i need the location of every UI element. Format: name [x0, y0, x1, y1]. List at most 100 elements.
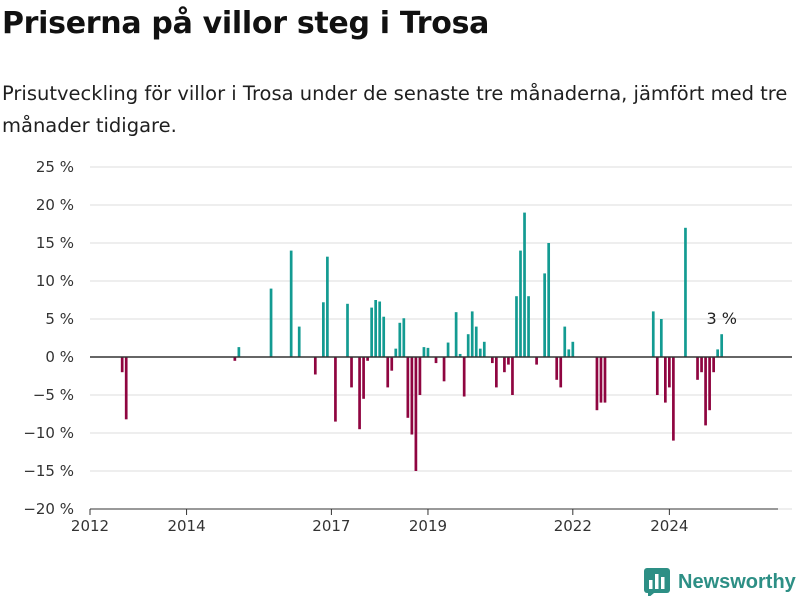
bar — [527, 296, 530, 357]
bar — [668, 357, 671, 388]
bar — [386, 357, 390, 388]
bar — [511, 357, 514, 395]
bar — [422, 347, 426, 357]
bar — [567, 349, 571, 357]
bar — [402, 318, 406, 357]
bar — [237, 347, 241, 357]
bar — [720, 334, 724, 357]
bar — [434, 357, 438, 364]
bar — [233, 357, 237, 361]
bar — [716, 349, 719, 357]
x-tick-label: 2012 — [71, 517, 109, 535]
brand-logo: Newsworthy — [644, 568, 796, 596]
bar — [426, 347, 430, 357]
x-tick-label: 2017 — [312, 517, 350, 535]
bar — [334, 357, 337, 422]
bar — [124, 357, 128, 420]
bar — [712, 357, 715, 373]
bar — [655, 357, 659, 395]
bar — [474, 326, 478, 357]
bar — [289, 250, 293, 357]
bar — [398, 322, 402, 357]
x-axis-labels: 2012 2014 2017 2019 2022 2024 — [71, 509, 688, 535]
bar — [495, 357, 498, 388]
y-tick-label: 25 % — [36, 158, 74, 176]
bar — [543, 273, 546, 357]
bar — [696, 357, 699, 380]
bar — [394, 348, 398, 357]
y-tick-label: −20 % — [23, 500, 74, 518]
bar — [700, 357, 703, 373]
bar — [535, 357, 538, 365]
bar — [462, 357, 466, 397]
bar — [358, 357, 361, 430]
bar — [664, 357, 667, 403]
bar — [346, 303, 349, 357]
bar — [708, 357, 711, 411]
bar — [603, 357, 607, 403]
y-tick-label: 5 % — [45, 310, 74, 328]
bar — [414, 357, 418, 471]
bar — [322, 302, 325, 357]
bar — [313, 357, 317, 375]
axes — [90, 356, 792, 510]
bar — [507, 357, 510, 365]
chart-subtitle: Prisutveckling för villor i Trosa under … — [2, 82, 788, 137]
bar — [704, 357, 707, 426]
bar — [350, 357, 353, 388]
bar — [559, 357, 563, 388]
y-tick-label: 0 % — [45, 348, 74, 366]
bar — [370, 307, 373, 357]
bar — [326, 256, 329, 357]
bars — [120, 212, 724, 471]
bar — [366, 357, 369, 361]
bar — [599, 357, 603, 403]
bar — [523, 212, 526, 357]
bar — [672, 357, 675, 441]
bar — [503, 357, 506, 373]
bar — [362, 357, 365, 399]
bar — [659, 319, 663, 357]
bar — [374, 300, 378, 357]
chart-title: Priserna på villor steg i Trosa — [2, 6, 490, 41]
bar — [269, 288, 273, 357]
grid-lines — [90, 166, 792, 510]
bar — [442, 357, 446, 382]
bar — [470, 311, 474, 357]
bar — [120, 357, 124, 373]
bar — [519, 250, 522, 357]
bar — [378, 301, 382, 357]
x-tick-label: 2024 — [650, 517, 688, 535]
value-annotation: 3 % — [706, 309, 736, 328]
bar — [571, 341, 575, 357]
bar — [490, 357, 494, 364]
y-tick-label: −10 % — [23, 424, 74, 442]
bar-chart-logo-icon — [644, 568, 670, 596]
bar — [547, 243, 551, 357]
bar — [458, 353, 462, 357]
y-axis-labels: −20 % −15 % −10 % −5 % 0 % 5 % 10 % 15 % 20 % 25 … — [23, 158, 74, 518]
bar — [382, 316, 386, 357]
bar — [418, 357, 422, 395]
annotations: 3 % — [706, 309, 736, 328]
bar — [478, 348, 482, 357]
y-tick-label: 10 % — [36, 272, 74, 290]
y-tick-label: 15 % — [36, 234, 74, 252]
bar — [446, 342, 450, 357]
bar — [684, 227, 687, 357]
brand-name: Newsworthy — [678, 570, 796, 593]
x-tick-label: 2019 — [409, 517, 447, 535]
bar — [390, 357, 394, 371]
bar — [297, 326, 301, 357]
bar — [454, 312, 458, 357]
bar — [555, 357, 559, 380]
y-tick-label: 20 % — [36, 196, 74, 214]
x-tick-label: 2022 — [554, 517, 592, 535]
bar — [515, 296, 518, 357]
x-tick-label: 2014 — [167, 517, 205, 535]
bar — [651, 311, 655, 357]
bar — [410, 357, 414, 435]
bar — [466, 334, 470, 357]
bar — [595, 357, 599, 411]
